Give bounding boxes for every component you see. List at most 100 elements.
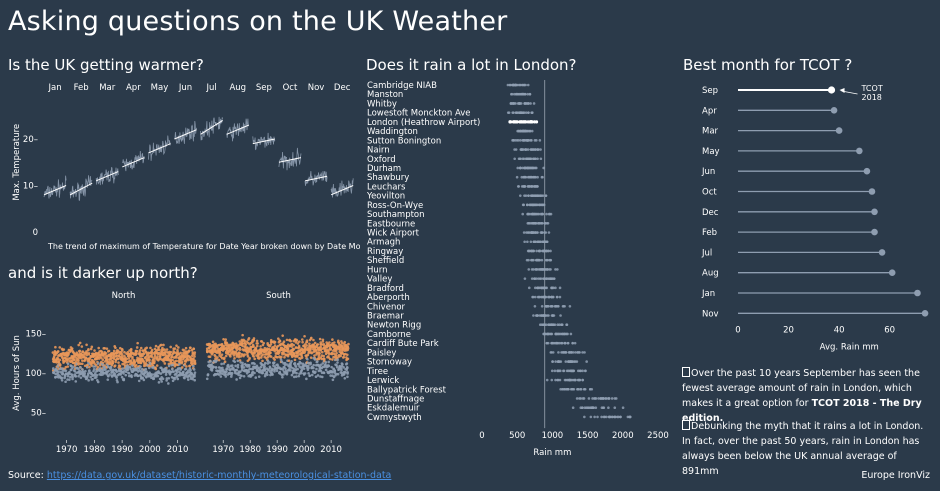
- sun-point-grey: [57, 370, 60, 373]
- rain-point: [531, 212, 534, 216]
- sun-panel-label-south: South: [266, 291, 291, 301]
- sun-point-orange: [145, 346, 149, 350]
- rain-point: [525, 166, 529, 170]
- rain-point: [546, 332, 550, 336]
- sun-point-grey: [241, 363, 244, 367]
- rain-point: [559, 360, 563, 363]
- rain-point: [558, 295, 562, 299]
- sun-point-orange: [238, 340, 242, 343]
- sun-point-grey: [73, 369, 77, 373]
- sun-point-orange: [328, 341, 331, 344]
- rain-point-highlight: [511, 120, 516, 124]
- tcot-month-label: Jan: [701, 289, 715, 299]
- sun-point-orange: [90, 345, 94, 349]
- temp-trend-dec: [330, 185, 354, 196]
- source-link[interactable]: https://data.gov.uk/dataset/historic-mon…: [46, 470, 392, 481]
- rain-point: [576, 351, 579, 354]
- rain-point: [524, 139, 528, 142]
- sun-point-grey: [240, 374, 243, 378]
- rain-point: [585, 360, 588, 363]
- temp-month-label: Dec: [334, 83, 351, 93]
- sun-point-orange: [269, 355, 273, 358]
- sun-point-grey: [87, 379, 90, 382]
- sun-point-orange: [285, 338, 289, 342]
- temp-trend-may: [148, 143, 171, 154]
- sun-point-orange: [61, 348, 64, 352]
- sun-point-grey: [116, 380, 119, 384]
- sun-point-orange: [91, 360, 95, 364]
- sun-point-orange: [174, 359, 178, 363]
- sun-point-grey: [230, 364, 234, 367]
- rain-point: [526, 102, 530, 105]
- rain-point: [536, 240, 540, 244]
- sun-point-grey: [214, 366, 218, 369]
- sun-point-grey: [74, 375, 78, 378]
- sun-point-orange: [135, 349, 139, 353]
- note-london: Debunking the myth that it rains a lot i…: [682, 419, 932, 479]
- sun-point-orange: [60, 353, 63, 357]
- rain-point: [527, 111, 530, 114]
- rain-point: [603, 415, 607, 419]
- rain-station-label: Paisley: [367, 348, 396, 358]
- sun-point-grey: [315, 360, 319, 364]
- sun-point-grey: [186, 371, 190, 374]
- sun-point-orange: [294, 346, 298, 349]
- sun-point-orange: [138, 349, 142, 352]
- rain-point: [567, 369, 570, 373]
- rain-point: [512, 83, 516, 87]
- sun-point-grey: [145, 375, 148, 378]
- sun-point-orange: [273, 348, 276, 351]
- rain-point: [552, 277, 556, 280]
- rain-point: [542, 166, 545, 170]
- rain-point: [525, 258, 529, 262]
- rain-point: [545, 212, 548, 216]
- rain-point: [526, 240, 529, 244]
- sun-point-orange: [347, 342, 350, 346]
- sun-point-grey: [261, 371, 265, 375]
- tcot-dot-mar: [835, 127, 843, 134]
- sun-point-orange: [316, 343, 320, 346]
- tcot-month-label: Oct: [702, 188, 717, 198]
- sun-point-orange: [78, 341, 82, 345]
- rain-station-label: Aberporth: [367, 293, 410, 303]
- sun-point-orange: [193, 355, 196, 358]
- sun-point-orange: [296, 342, 300, 345]
- sun-point-orange: [252, 351, 256, 354]
- sun-point-orange: [241, 344, 244, 348]
- sun-point-grey: [231, 366, 234, 370]
- sun-point-orange: [244, 344, 247, 348]
- sun-point-grey: [168, 373, 172, 376]
- sun-point-grey: [155, 374, 159, 377]
- rain-point: [556, 369, 560, 373]
- sun-point-orange: [186, 357, 189, 361]
- sun-point-grey: [281, 368, 285, 371]
- rain-point: [544, 295, 547, 299]
- rain-point: [549, 249, 552, 253]
- tcot-month-label: Jun: [701, 167, 715, 177]
- sun-point-grey: [79, 366, 82, 369]
- rain-point: [525, 148, 528, 151]
- temp-trend-oct: [278, 157, 302, 163]
- rain-point: [528, 129, 532, 133]
- rain-point: [600, 415, 603, 419]
- tcot-section-title: Best month for TCOT ?: [683, 56, 853, 74]
- sun-point-grey: [126, 365, 130, 368]
- sun-point-grey: [157, 381, 161, 384]
- sun-point-grey: [85, 365, 89, 369]
- rain-point: [568, 378, 572, 382]
- sun-point-grey: [346, 372, 349, 375]
- sun-point-grey: [192, 368, 196, 371]
- temp-y-axis-label: Max. Temperature: [12, 124, 22, 201]
- rain-point: [545, 240, 549, 244]
- sun-point-orange: [87, 358, 91, 362]
- sun-point-orange: [165, 348, 169, 351]
- sun-point-grey: [173, 376, 176, 380]
- rain-station-label: Braemar: [367, 312, 404, 322]
- sun-point-grey: [342, 366, 345, 369]
- rain-point: [547, 231, 551, 234]
- sun-point-grey: [142, 378, 146, 382]
- sun-point-orange: [171, 358, 174, 362]
- rain-point: [522, 157, 526, 161]
- sun-point-grey: [192, 364, 195, 368]
- sun-point-grey: [127, 374, 131, 378]
